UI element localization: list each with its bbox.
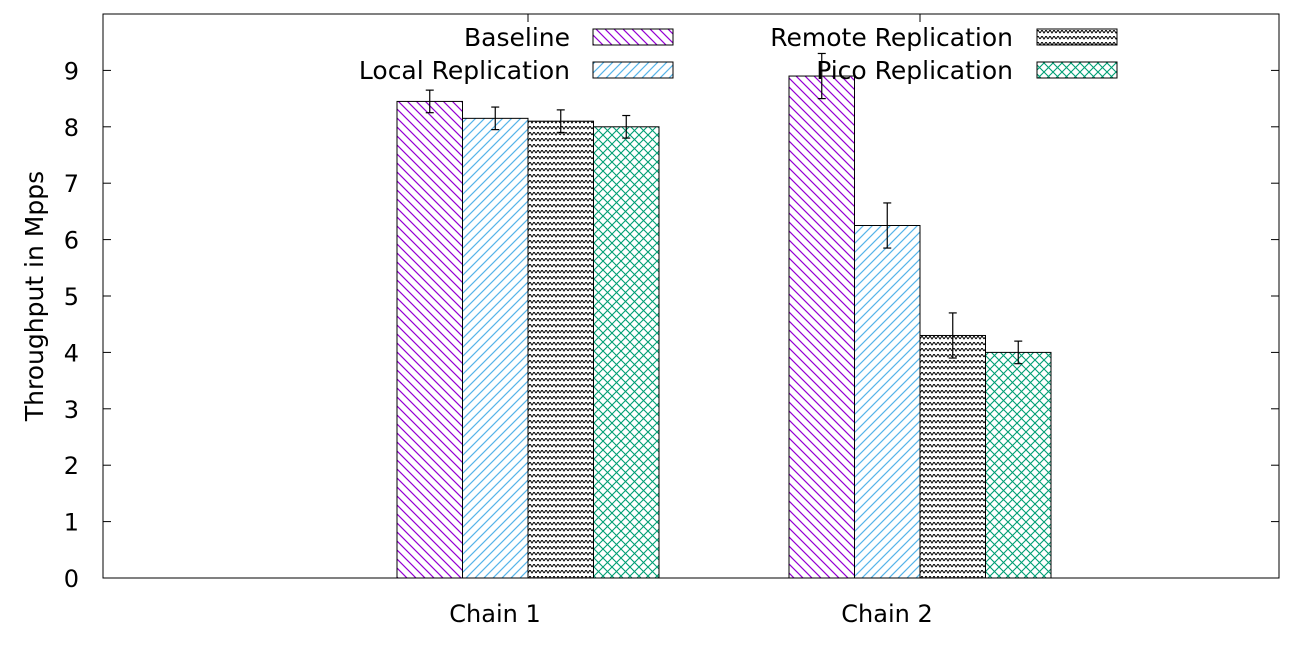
plot-area: 0 1 2 3 4 5 6 7 8 9 Chain 1 Chain 2 Baseline Local Re…: [64, 13, 1280, 628]
bar: [462, 117, 529, 579]
y-tick-label: 6: [64, 227, 79, 255]
bar: [985, 351, 1052, 579]
legend-label: Pico Replication: [816, 56, 1013, 85]
bar: [396, 100, 463, 579]
legend-swatch: [592, 61, 674, 79]
y-tick-label: 3: [64, 396, 79, 424]
y-tick-label: 7: [64, 170, 79, 198]
bar: [919, 334, 986, 579]
legend-swatch: [1036, 28, 1118, 46]
legend-swatch: [1036, 61, 1118, 79]
bar: [854, 225, 921, 579]
bar: [593, 126, 660, 579]
legend-swatch: [592, 28, 674, 46]
y-tick-label: 1: [64, 509, 79, 537]
y-tick-label: 8: [64, 114, 79, 142]
legend-label: Remote Replication: [770, 23, 1013, 52]
y-tick-label: 0: [64, 565, 79, 593]
x-tick-label: Chain 1: [449, 600, 540, 628]
legend-label: Baseline: [464, 23, 570, 52]
bar: [527, 120, 594, 579]
legend-label: Local Replication: [359, 56, 570, 85]
y-tick-label: 5: [64, 283, 79, 311]
y-tick-label: 4: [64, 339, 79, 367]
y-tick-label: 2: [64, 452, 79, 480]
bar: [788, 75, 855, 579]
plot-frame: [102, 13, 1280, 579]
y-tick-label: 9: [64, 57, 79, 85]
y-axis-label: Throughput in Mpps: [20, 171, 49, 422]
x-tick-label: Chain 2: [841, 600, 932, 628]
